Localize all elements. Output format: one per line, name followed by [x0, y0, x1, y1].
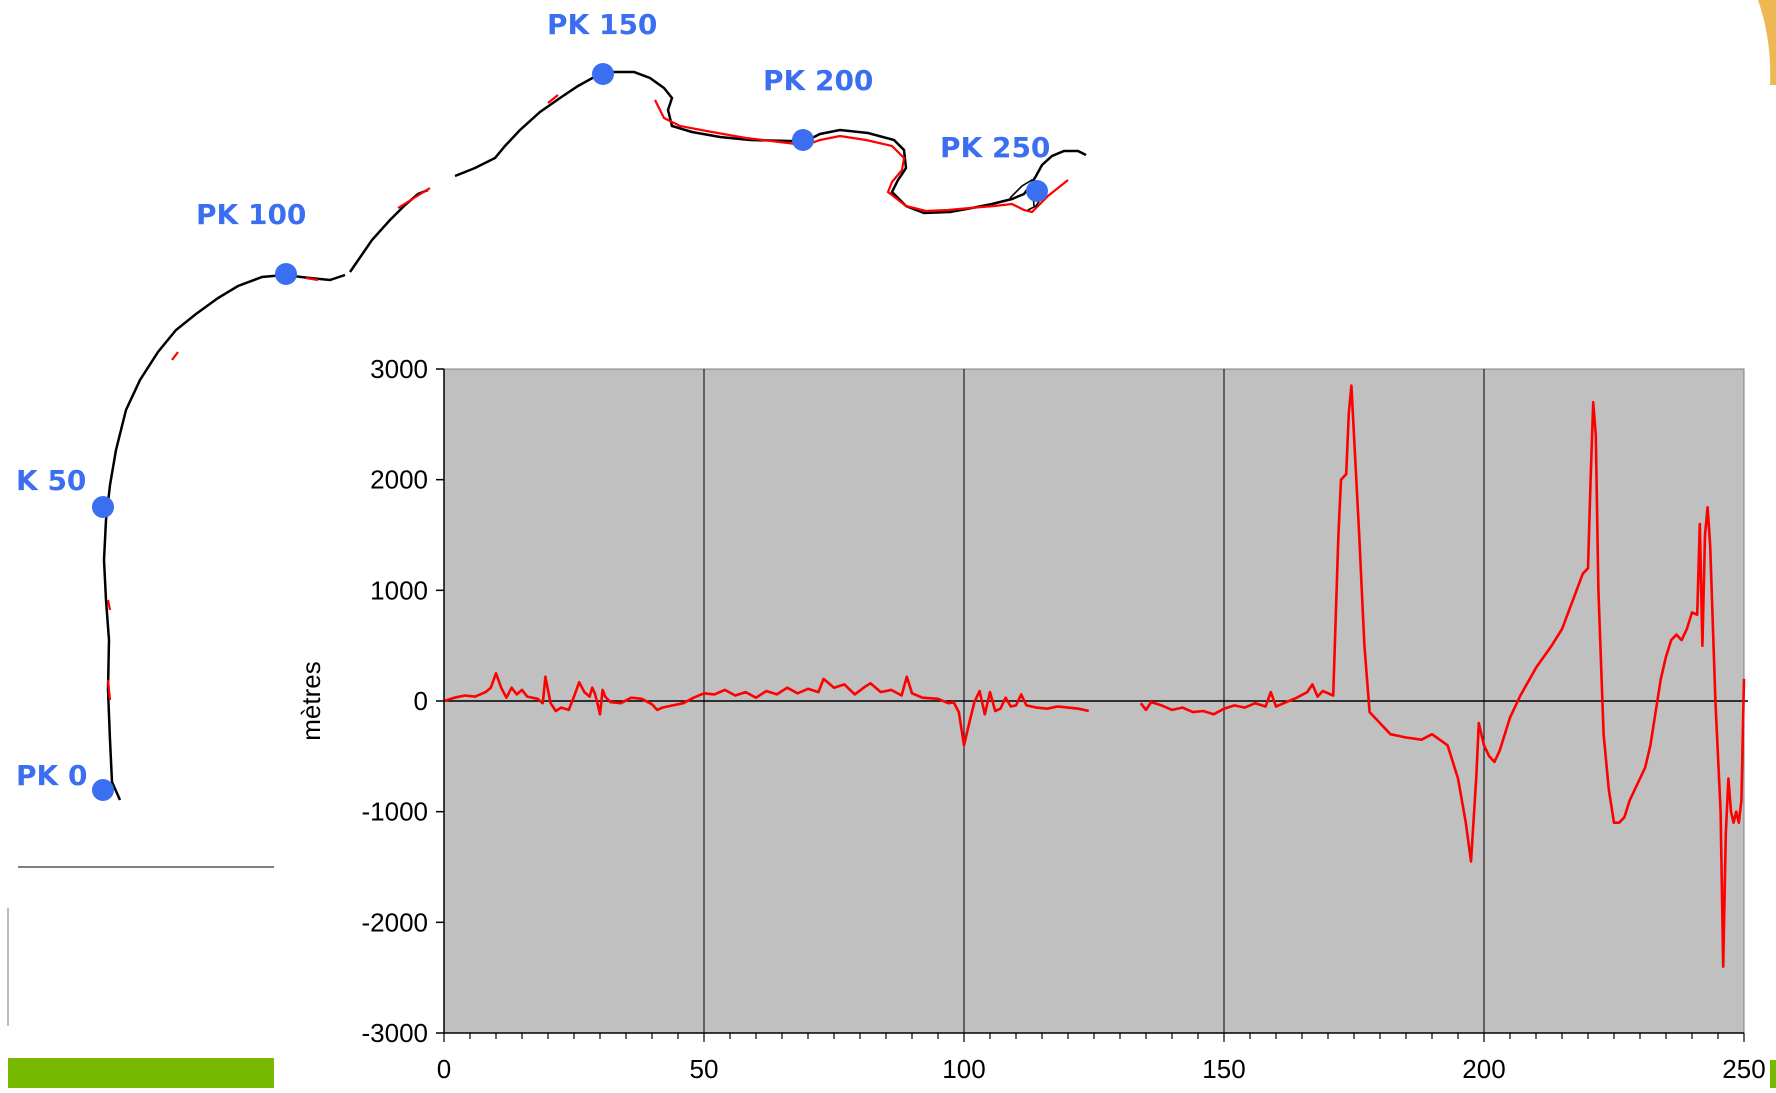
series-layer: [443, 384, 1746, 968]
y-axis-title: mètres: [296, 661, 326, 740]
marker-label-pk-150: PK 150: [547, 8, 657, 41]
y-tick-label: -2000: [362, 907, 429, 937]
marker-dot-pk-250: [1026, 180, 1048, 202]
x-tick-label: 200: [1462, 1054, 1505, 1084]
y-tick-label: 0: [414, 686, 428, 716]
y-tick-label: 1000: [370, 575, 428, 605]
x-tick-label: 0: [437, 1054, 451, 1084]
bottom-right-green-bar: [1770, 1060, 1776, 1088]
y-tick-label: -1000: [362, 797, 429, 827]
marker-dot-pk-100: [275, 263, 297, 285]
y-tick-label: 2000: [370, 465, 428, 495]
marker-label-pk-0: PK 0: [16, 759, 87, 792]
marker-dot-pk-200: [792, 129, 814, 151]
marker-dot-pk-150: [592, 63, 614, 85]
marker-dot-pk-0: [92, 779, 114, 801]
tick-labels: 3000 2000 1000 0 -1000 -2000 -3000 0 50 100 150 200…: [362, 354, 1766, 1084]
series-line: [1139, 384, 1746, 968]
x-tick-label: 100: [942, 1054, 985, 1084]
marker-pk-100: PK 100: [196, 198, 306, 285]
y-tick-label: -3000: [362, 1018, 429, 1048]
series-line: [443, 671, 1090, 747]
bottom-left-green-bar: [8, 1058, 274, 1088]
marker-pk-0: PK 0: [16, 759, 114, 801]
deviation-chart: 3000 2000 1000 0 -1000 -2000 -3000 0 50 100 150 200…: [296, 354, 1766, 1084]
top-right-swoosh-decoration: [1758, 0, 1776, 85]
marker-label-pk-250: PK 250: [940, 131, 1050, 164]
marker-label-pk-50: K 50: [16, 464, 86, 497]
marker-pk-200: PK 200: [763, 64, 873, 151]
x-tick-label: 50: [690, 1054, 719, 1084]
route-trace-red: [106, 94, 1069, 701]
marker-pk-50: K 50: [16, 464, 114, 518]
x-tick-label: 150: [1202, 1054, 1245, 1084]
marker-dot-pk-50: [92, 496, 114, 518]
marker-label-pk-100: PK 100: [196, 198, 306, 231]
marker-label-pk-200: PK 200: [763, 64, 873, 97]
axes: [436, 368, 1745, 1042]
marker-pk-250: PK 250: [940, 131, 1050, 202]
marker-pk-150: PK 150: [547, 8, 657, 85]
x-tick-label: 250: [1722, 1054, 1765, 1084]
y-tick-label: 3000: [370, 354, 428, 384]
route-map: PK 0 K 50 PK 100 PK 150 PK 200 PK 250: [16, 8, 1087, 801]
